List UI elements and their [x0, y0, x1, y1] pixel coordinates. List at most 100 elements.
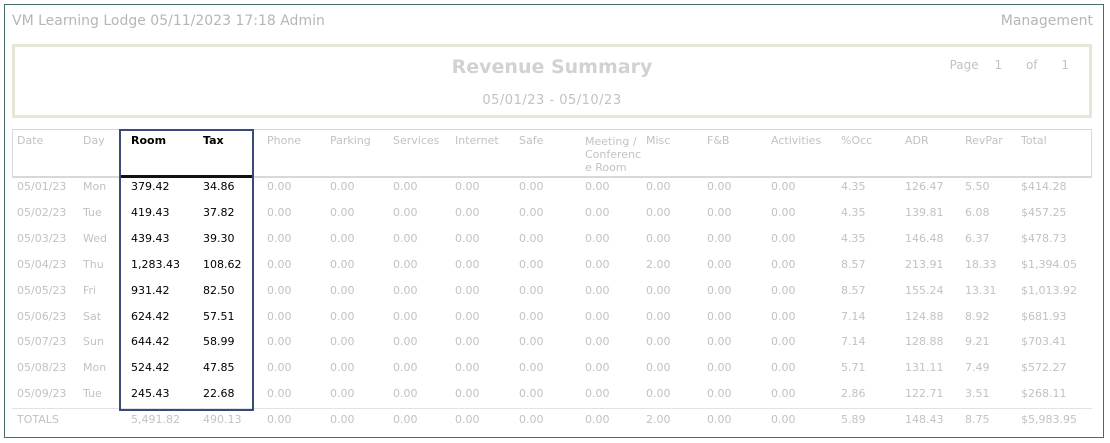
column-header-meeting-line: Meeting / [585, 135, 637, 148]
page-number: 1 [994, 58, 1003, 72]
cell-misc: 0.00 [646, 387, 671, 400]
cell-adr: 131.11 [905, 361, 944, 374]
cell-internet: 0.00 [455, 310, 480, 323]
totals-phone: 0.00 [267, 413, 292, 426]
cell-date: 05/01/23 [17, 180, 67, 193]
cell-adr: 146.48 [905, 232, 944, 245]
cell-safe: 0.00 [519, 258, 544, 271]
totals-parking: 0.00 [330, 413, 355, 426]
column-header-room: Room [131, 134, 167, 147]
cell-day: Fri [83, 284, 97, 297]
totals-revpar: 8.75 [965, 413, 990, 426]
cell-total: $1,013.92 [1021, 284, 1077, 297]
cell-tax: 34.86 [203, 180, 235, 193]
cell-occ: 8.57 [841, 258, 866, 271]
cell-services: 0.00 [393, 180, 418, 193]
cell-adr: 128.88 [905, 335, 944, 348]
cell-parking: 0.00 [330, 361, 355, 374]
cell-tax: 37.82 [203, 206, 235, 219]
cell-meeting: 0.00 [585, 232, 610, 245]
column-header-misc: Misc [646, 134, 671, 147]
cell-misc: 0.00 [646, 232, 671, 245]
cell-tax: 108.62 [203, 258, 242, 271]
cell-misc: 0.00 [646, 206, 671, 219]
cell-misc: 0.00 [646, 335, 671, 348]
cell-room: 524.42 [131, 361, 170, 374]
cell-misc: 0.00 [646, 361, 671, 374]
cell-fb: 0.00 [707, 310, 732, 323]
column-header-activities: Activities [771, 134, 822, 147]
cell-date: 05/02/23 [17, 206, 67, 219]
totals-internet: 0.00 [455, 413, 480, 426]
column-header-phone: Phone [267, 134, 302, 147]
cell-date: 05/09/23 [17, 387, 67, 400]
cell-services: 0.00 [393, 284, 418, 297]
cell-parking: 0.00 [330, 206, 355, 219]
cell-occ: 8.57 [841, 284, 866, 297]
column-header-tax: Tax [203, 134, 224, 147]
cell-parking: 0.00 [330, 180, 355, 193]
cell-tax: 57.51 [203, 310, 235, 323]
cell-services: 0.00 [393, 361, 418, 374]
column-header-meeting-line: Conferenc [585, 148, 642, 161]
totals-misc: 2.00 [646, 413, 671, 426]
cell-meeting: 0.00 [585, 310, 610, 323]
cell-revpar: 8.92 [965, 310, 990, 323]
cell-day: Tue [83, 206, 102, 219]
report-title: Revenue Summary [451, 56, 653, 78]
column-header-day: Day [83, 134, 105, 147]
cell-misc: 0.00 [646, 180, 671, 193]
report-header: Revenue Summary 05/01/23 - 05/10/23 Page… [12, 44, 1092, 118]
cell-meeting: 0.00 [585, 335, 610, 348]
cell-occ: 4.35 [841, 206, 866, 219]
cell-revpar: 13.31 [965, 284, 997, 297]
cell-phone: 0.00 [267, 310, 292, 323]
cell-services: 0.00 [393, 310, 418, 323]
column-header-meeting: Meeting / Conferenc e Room [585, 135, 643, 174]
cell-adr: 122.71 [905, 387, 944, 400]
cell-room: 379.42 [131, 180, 170, 193]
cell-activities: 0.00 [771, 361, 796, 374]
cell-meeting: 0.00 [585, 361, 610, 374]
cell-fb: 0.00 [707, 232, 732, 245]
totals-date: TOTALS [17, 413, 59, 426]
cell-internet: 0.00 [455, 180, 480, 193]
totals-services: 0.00 [393, 413, 418, 426]
cell-day: Wed [83, 232, 107, 245]
cell-day: Sat [83, 310, 102, 323]
cell-internet: 0.00 [455, 232, 480, 245]
cell-date: 05/03/23 [17, 232, 67, 245]
cell-internet: 0.00 [455, 206, 480, 219]
cell-fb: 0.00 [707, 361, 732, 374]
cell-activities: 0.00 [771, 232, 796, 245]
cell-fb: 0.00 [707, 180, 732, 193]
totals-occ: 5.89 [841, 413, 866, 426]
cell-phone: 0.00 [267, 258, 292, 271]
cell-total: $457.25 [1021, 206, 1067, 219]
cell-date: 05/07/23 [17, 335, 67, 348]
totals-divider [12, 408, 1092, 409]
cell-activities: 0.00 [771, 335, 796, 348]
totals-safe: 0.00 [519, 413, 544, 426]
cell-total: $268.11 [1021, 387, 1067, 400]
room-tax-highlight [119, 129, 254, 411]
page-label: Page [949, 58, 979, 72]
cell-occ: 7.14 [841, 310, 866, 323]
cell-occ: 5.71 [841, 361, 866, 374]
cell-parking: 0.00 [330, 258, 355, 271]
cell-day: Mon [83, 180, 107, 193]
cell-adr: 155.24 [905, 284, 944, 297]
cell-revpar: 9.21 [965, 335, 990, 348]
column-header-internet: Internet [455, 134, 499, 147]
cell-activities: 0.00 [771, 206, 796, 219]
cell-room: 624.42 [131, 310, 170, 323]
cell-total: $572.27 [1021, 361, 1067, 374]
cell-internet: 0.00 [455, 361, 480, 374]
cell-date: 05/05/23 [17, 284, 67, 297]
cell-occ: 4.35 [841, 232, 866, 245]
of-label: of [1025, 58, 1038, 72]
cell-phone: 0.00 [267, 284, 292, 297]
cell-parking: 0.00 [330, 284, 355, 297]
cell-meeting: 0.00 [585, 180, 610, 193]
cell-meeting: 0.00 [585, 258, 610, 271]
